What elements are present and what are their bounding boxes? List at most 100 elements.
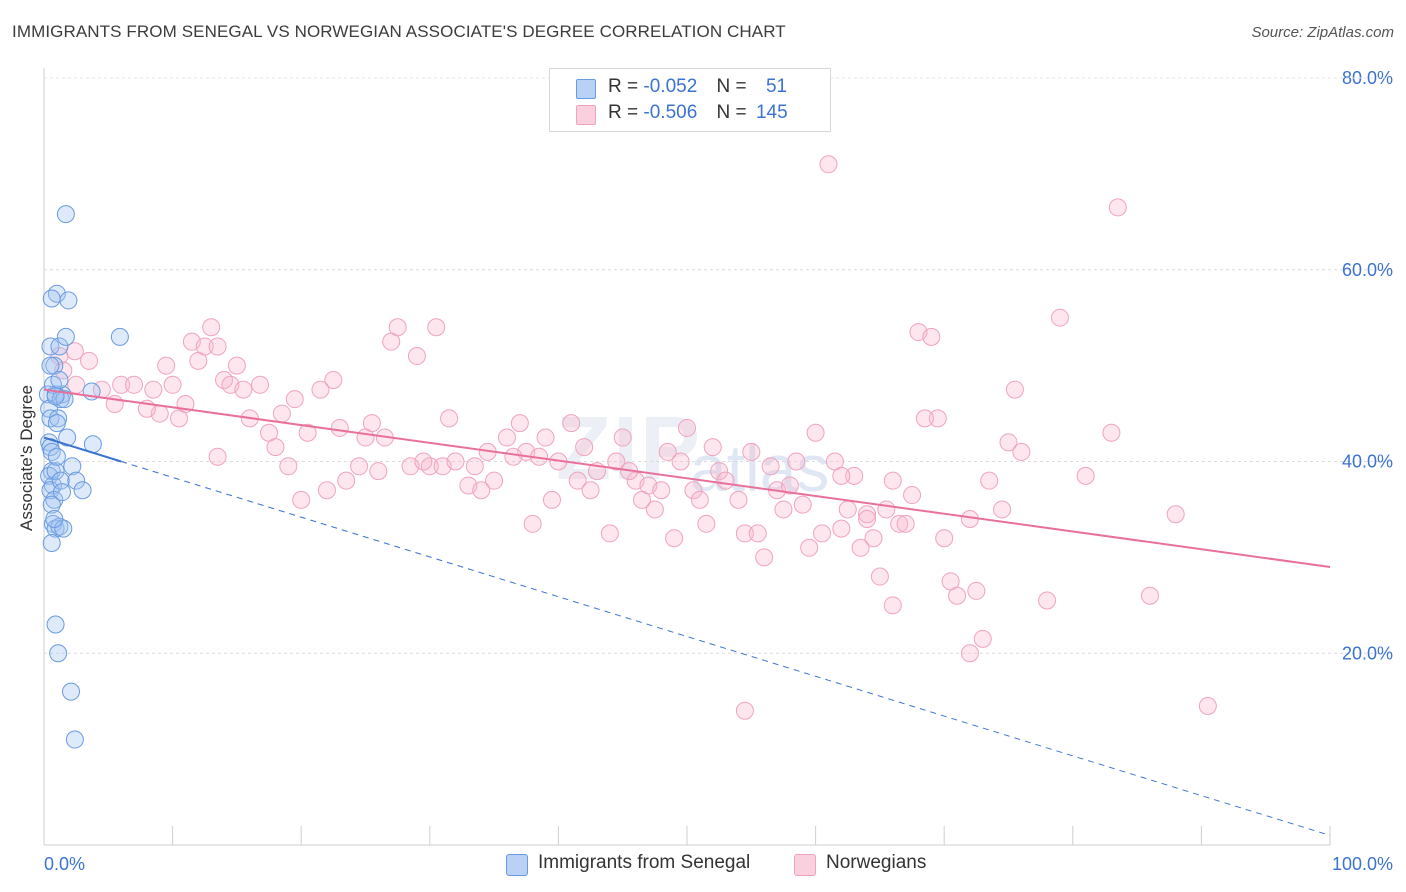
senegal-point [46, 615, 65, 634]
norwegians-point [292, 490, 311, 509]
norwegians-point [858, 510, 877, 529]
norwegians-point [703, 438, 722, 457]
norwegians-point [497, 428, 516, 447]
senegal-point [110, 327, 129, 346]
norwegians-point [272, 404, 291, 423]
norwegians-point [562, 414, 581, 433]
norwegians-point [922, 327, 941, 346]
norwegians-point [800, 538, 819, 557]
norwegians-point [1102, 423, 1121, 442]
senegal-trend-extension [121, 461, 1331, 836]
senegal-point [50, 337, 69, 356]
senegal-point [56, 205, 75, 224]
norwegians-point [446, 452, 465, 471]
norwegians-point [144, 380, 163, 399]
norwegians-point [993, 500, 1012, 519]
senegal-point [45, 356, 64, 375]
norwegians-point [1108, 198, 1127, 217]
norwegians-point [350, 457, 369, 476]
norwegians-point [652, 481, 671, 500]
x-tick-label: 100.0% [1332, 854, 1393, 874]
norwegians-point [678, 418, 696, 437]
watermark-atlas: atlas [690, 431, 830, 505]
y-tick-label: 80.0% [1342, 68, 1393, 88]
norwegians-point [330, 418, 349, 437]
norwegians-point [157, 356, 176, 375]
senegal-point [54, 519, 73, 538]
legend-r-value-norwegians: -0.506 [643, 102, 698, 123]
senegal-point [53, 483, 72, 502]
legend-n-value-senegal: 51 [765, 76, 788, 97]
norwegians-point [845, 466, 864, 485]
norwegians-point [504, 447, 523, 466]
y-tick-label: 40.0% [1342, 452, 1393, 472]
senegal-point [51, 471, 70, 490]
norwegians-point [279, 457, 298, 476]
bottom-legend-norwegians-label: Norwegians [826, 852, 927, 873]
norwegians-point [369, 462, 388, 481]
x-tick-label: 0.0% [44, 854, 85, 874]
norwegians-point [266, 438, 285, 457]
norwegians-point [581, 481, 600, 500]
norwegians-point [665, 529, 684, 548]
norwegians-point [1012, 442, 1031, 461]
norwegians-point [973, 629, 992, 648]
senegal-point [49, 644, 68, 663]
norwegians-point [311, 380, 330, 399]
legend-r-label: R = [608, 76, 639, 97]
norwegians-point [1038, 591, 1057, 610]
norwegians-swatch [576, 105, 596, 125]
norwegians-point [427, 318, 446, 337]
norwegians-point [980, 471, 999, 490]
norwegians-trend-line [43, 388, 1331, 568]
norwegians-point [742, 442, 761, 461]
norwegians-point [658, 442, 677, 461]
norwegians-point [928, 409, 947, 428]
senegal-point [58, 428, 77, 447]
senegal-point [59, 291, 78, 310]
norwegians-point [208, 337, 227, 356]
senegal-point [65, 730, 84, 749]
norwegians-point [793, 495, 812, 514]
norwegians-point [903, 486, 922, 505]
norwegians-point [1076, 466, 1095, 485]
norwegians-point [967, 581, 986, 600]
senegal-point [42, 462, 61, 481]
senegal-trend-line [43, 436, 122, 463]
norwegians-point [896, 514, 915, 533]
norwegians-point [1166, 505, 1185, 524]
norwegians-point [755, 548, 774, 567]
norwegians-point [1050, 308, 1069, 327]
senegal-point [56, 327, 75, 346]
norwegians-point [671, 452, 690, 471]
norwegians-point [510, 414, 529, 433]
norwegians-point [832, 466, 851, 485]
norwegians-point [568, 471, 587, 490]
norwegians-point [613, 428, 632, 447]
norwegians-point [337, 471, 356, 490]
norwegians-point [960, 644, 979, 663]
senegal-point [42, 533, 61, 552]
norwegians-point [1198, 696, 1217, 715]
norwegians-point [163, 375, 182, 394]
norwegians-point [1140, 586, 1159, 605]
norwegians-point [542, 490, 561, 509]
norwegians-point [285, 390, 304, 409]
norwegians-point [523, 514, 542, 533]
legend-r-value-senegal: -0.052 [643, 76, 698, 97]
norwegians-point [774, 500, 793, 519]
norwegians-point [317, 481, 336, 500]
norwegians-point [735, 524, 754, 543]
senegal-point [41, 356, 60, 375]
senegal-swatch [576, 79, 596, 99]
senegal-point [62, 682, 81, 701]
norwegians-point [877, 500, 896, 519]
norwegians-point [645, 500, 664, 519]
legend-n-label: N = [716, 76, 747, 97]
norwegians-point [632, 490, 651, 509]
norwegians-point [684, 481, 703, 500]
norwegians-point [440, 409, 459, 428]
norwegians-point [851, 538, 870, 557]
norwegians-point [465, 457, 484, 476]
